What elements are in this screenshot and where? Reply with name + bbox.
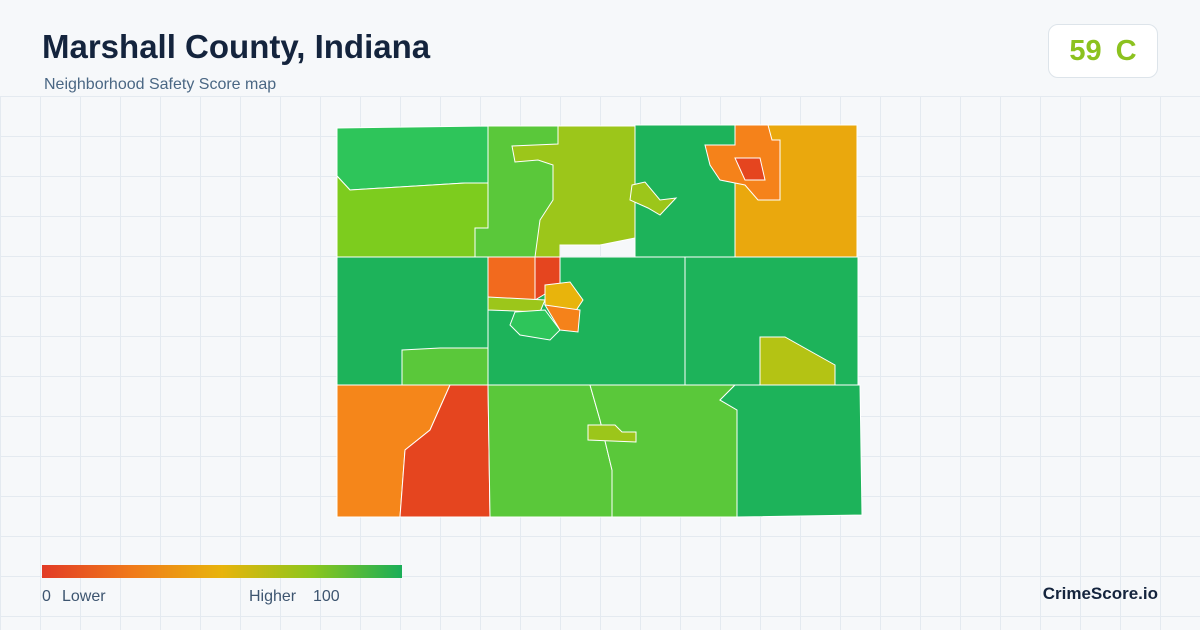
title: Marshall County, Indiana: [42, 28, 431, 65]
legend-min-label: Lower: [62, 588, 106, 605]
score-badge: 59 C: [1048, 24, 1158, 78]
region: [589, 384, 738, 518]
region: [487, 296, 546, 313]
subtitle: Neighborhood Safety Score map: [44, 76, 277, 93]
region: [487, 256, 536, 301]
region: [719, 384, 863, 518]
score-value: 59: [1069, 34, 1102, 67]
region: [511, 125, 636, 258]
region: [587, 424, 637, 443]
region: [487, 384, 613, 518]
region: [759, 336, 836, 386]
region: [336, 125, 489, 191]
legend-max-label: Higher: [249, 588, 297, 605]
score-grade: C: [1115, 34, 1137, 67]
region: [401, 347, 489, 386]
legend-gradient: [42, 565, 402, 578]
region: [629, 181, 678, 216]
region: [734, 157, 766, 181]
legend-min: 0: [42, 588, 51, 605]
header: Marshall County, Indiana Neighborhood Sa…: [0, 0, 1200, 97]
region: [544, 304, 581, 333]
brand: CrimeScore.io: [1042, 584, 1158, 603]
region: [544, 281, 584, 313]
legend-max: 100: [313, 588, 340, 605]
region: [509, 309, 561, 341]
